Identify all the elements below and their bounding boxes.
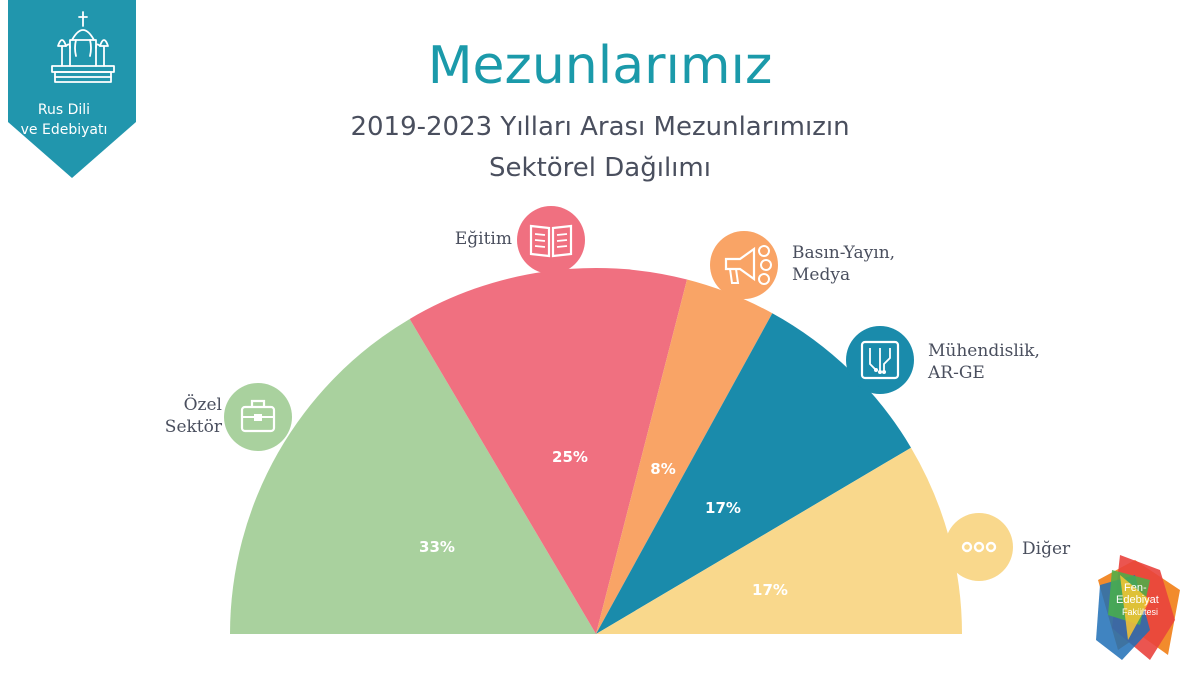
circuit-icon xyxy=(860,340,900,380)
briefcase-icon xyxy=(240,399,276,433)
slice-value-label: 17% xyxy=(705,499,741,517)
slice-category-label: Basın-Yayın, Medya xyxy=(792,243,895,285)
slice-value-label: 8% xyxy=(650,460,675,478)
slice-category-label-line: Mühendislik, xyxy=(928,341,1040,361)
pie-slice-4 xyxy=(596,313,912,634)
cathedral-book-icon xyxy=(51,11,115,83)
pie-slice-5 xyxy=(596,447,962,634)
slice-category-label: Eğitim xyxy=(455,229,512,249)
slice-category-label: Özel Sektör xyxy=(165,394,223,437)
slice-category-label-line: Eğitim xyxy=(455,229,512,249)
badge-line-2: ve Edebiyatı xyxy=(20,122,108,138)
faculty-logo-line1: Fen- xyxy=(1124,582,1147,594)
faculty-logo-line2: Edebiyat xyxy=(1116,594,1159,606)
slice-icon-badge xyxy=(517,206,585,274)
slice-category-label-line: Özel xyxy=(184,394,222,415)
megaphone-icon xyxy=(724,245,772,285)
more-dots-icon xyxy=(961,541,997,553)
slice-value-label: 25% xyxy=(552,448,588,466)
chart-subtitle-line1: 2019-2023 Yılları Arası Mezunlarımızın xyxy=(350,112,850,142)
faculty-logo-text: Fen- Edebiyat Fakültesi xyxy=(1116,582,1172,618)
chart-title: Mezunlarımız xyxy=(427,36,773,96)
slice-icon-badge xyxy=(710,231,778,299)
slice-category-label-line: Diğer xyxy=(1022,539,1071,559)
slice-category-label-line: AR-GE xyxy=(927,363,985,383)
department-badge-label: Rus Dili ve Edebiyatı xyxy=(0,100,128,140)
slice-category-label-line: Basın-Yayın, xyxy=(792,243,895,263)
chart-subtitle-line2: Sektörel Dağılımı xyxy=(489,153,711,183)
pie-slice-3 xyxy=(596,279,773,634)
slice-category-label: Diğer xyxy=(1022,539,1071,559)
badge-line-1: Rus Dili xyxy=(37,102,91,118)
slice-category-label-line: Medya xyxy=(792,265,850,285)
slice-category-label: Mühendislik, AR-GE xyxy=(927,341,1040,383)
faculty-logo xyxy=(1096,555,1180,660)
slice-category-label-line: Sektör xyxy=(165,417,223,437)
department-badge xyxy=(8,0,136,178)
slice-value-label: 17% xyxy=(752,581,788,599)
book-icon xyxy=(529,224,573,258)
slice-icon-badge xyxy=(945,513,1013,581)
pie-slice-2 xyxy=(409,268,688,634)
pie-slice-1 xyxy=(230,318,596,634)
slice-value-label: 33% xyxy=(419,538,455,556)
faculty-logo-line3: Fakültesi xyxy=(1122,607,1159,617)
